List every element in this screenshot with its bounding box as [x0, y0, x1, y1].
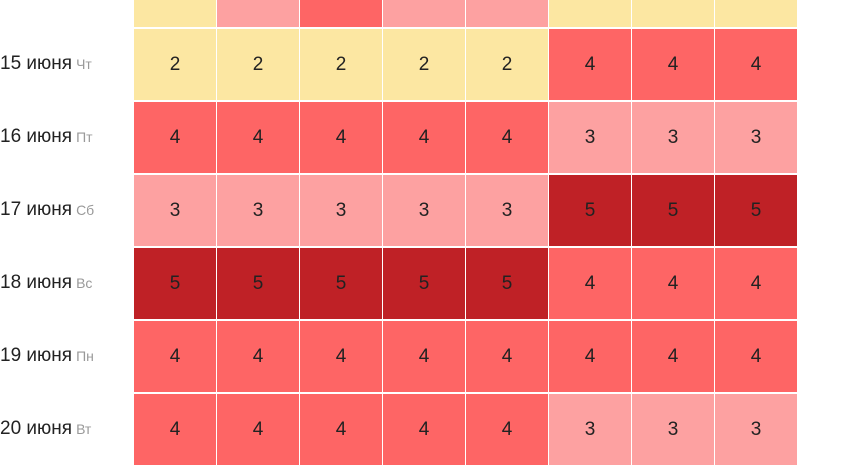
heatmap-cell: 2	[715, 0, 797, 27]
heatmap-cell: 4	[549, 321, 631, 392]
heatmap-cell: 4	[300, 394, 382, 465]
heatmap-cell: 3	[549, 102, 631, 173]
row-date: 19 июня	[0, 345, 73, 366]
heatmap-cell: 2	[134, 0, 216, 27]
heatmap-cell: 2	[549, 0, 631, 27]
heatmap-cell: 4	[217, 394, 299, 465]
row-weekday: Чт	[76, 56, 92, 72]
heatmap-cell: 3	[549, 394, 631, 465]
heatmap-cell: 3	[715, 102, 797, 173]
heatmap-cell: 4	[134, 394, 216, 465]
heatmap-cell: 5	[217, 248, 299, 319]
heatmap-cell: 4	[549, 29, 631, 100]
row-label: 17 июня Сб	[0, 199, 132, 221]
row-label: 14 июняСр	[0, 0, 132, 2]
heatmap-cell: 3	[383, 175, 465, 246]
row-weekday: Вт	[76, 421, 92, 437]
heatmap-cell: 2	[134, 29, 216, 100]
heatmap-cell: 4	[300, 0, 382, 27]
row-date: 16 июня	[0, 126, 73, 147]
heatmap-cell: 4	[632, 321, 714, 392]
heatmap-cell: 2	[632, 0, 714, 27]
row-weekday: Пт	[76, 129, 93, 145]
row-date: 15 июня	[0, 53, 73, 74]
row-label: 16 июня Пт	[0, 126, 132, 148]
row-label: 20 июня Вт	[0, 418, 132, 440]
heatmap-cell: 5	[549, 175, 631, 246]
heatmap-cell: 4	[383, 394, 465, 465]
heatmap-cell: 5	[632, 175, 714, 246]
heatmap-cell: 5	[383, 248, 465, 319]
heatmap-cell: 4	[632, 29, 714, 100]
heatmap-cell: 4	[134, 321, 216, 392]
heatmap-cell: 5	[134, 248, 216, 319]
heatmap-cell: 4	[383, 102, 465, 173]
heatmap-cell: 3	[715, 394, 797, 465]
heatmap-cell: 4	[300, 102, 382, 173]
row-weekday: Сб	[76, 202, 95, 218]
heatmap-cell: 4	[217, 321, 299, 392]
heatmap-cell: 4	[632, 248, 714, 319]
heatmap-cell: 4	[549, 248, 631, 319]
heatmap-cell: 5	[300, 248, 382, 319]
heatmap-cell: 4	[217, 102, 299, 173]
row-date: 14 июня	[0, 0, 72, 1]
row-weekday: Вс	[76, 275, 93, 291]
heatmap-cell: 5	[466, 248, 548, 319]
heatmap-cell: 3	[466, 175, 548, 246]
heatmap-cell: 2	[383, 29, 465, 100]
heatmap-cell: 4	[715, 29, 797, 100]
heatmap-cell: 4	[300, 321, 382, 392]
heatmap-cell: 3	[300, 175, 382, 246]
row-date: 18 июня	[0, 272, 73, 293]
heatmap-cell: 2	[300, 29, 382, 100]
heatmap-cell: 2	[466, 29, 548, 100]
heatmap-cell: 3	[217, 175, 299, 246]
heatmap-cell: 4	[466, 102, 548, 173]
row-date: 20 июня	[0, 418, 73, 439]
heatmap-cell: 4	[466, 394, 548, 465]
heatmap-cell: 5	[715, 175, 797, 246]
heatmap-cell: 3	[466, 0, 548, 27]
heatmap-cell: 4	[715, 248, 797, 319]
row-label: 19 июня Пн	[0, 345, 132, 367]
heatmap-cell: 2	[217, 29, 299, 100]
heatmap-cell: 3	[134, 175, 216, 246]
row-label: 18 июня Вс	[0, 272, 132, 294]
heatmap-cell: 3	[632, 102, 714, 173]
heatmap-cell: 4	[383, 321, 465, 392]
heatmap-cell: 3	[632, 394, 714, 465]
row-weekday: Пн	[76, 348, 94, 364]
heatmap-cell: 4	[715, 321, 797, 392]
heatmap-cell: 4	[134, 102, 216, 173]
row-date: 17 июня	[0, 199, 73, 220]
heatmap-cell: 3	[383, 0, 465, 27]
row-label: 15 июня Чт	[0, 53, 132, 75]
heatmap-cell: 3	[217, 0, 299, 27]
heatmap-cell: 4	[466, 321, 548, 392]
